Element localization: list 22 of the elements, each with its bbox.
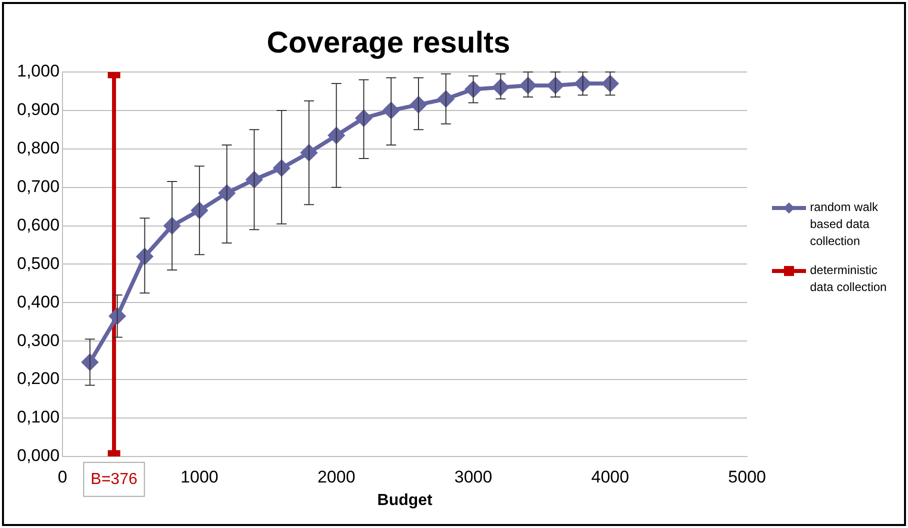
y-tick-label: 0,600 <box>16 215 60 234</box>
y-tick-label: 0,200 <box>16 369 60 388</box>
x-tick-label: 1000 <box>180 467 218 486</box>
y-tick-label: 0,000 <box>16 446 60 466</box>
y-tick-label: 0,400 <box>16 292 60 312</box>
annotation: B=376 <box>90 470 138 488</box>
legend-label: deterministic data collection <box>810 262 888 296</box>
chart-title: Coverage results <box>266 26 510 60</box>
x-axis-title: Budget <box>377 492 434 509</box>
y-tick-label: 0,300 <box>16 330 60 350</box>
x-tick-label: 0 <box>58 467 68 486</box>
legend-label: random walk based data collection <box>810 199 880 250</box>
x-tick-label: 5000 <box>728 467 766 486</box>
y-tick-label: 0,500 <box>16 254 60 273</box>
y-tick-label: 0,800 <box>16 138 60 158</box>
y-tick-label: 0,700 <box>16 177 60 196</box>
y-tick-label: 1,000 <box>16 62 60 81</box>
x-tick-label: 3000 <box>454 467 492 486</box>
x-tick-label: 2000 <box>317 467 356 486</box>
x-tick-label: 4000 <box>591 467 630 486</box>
y-tick-label: 0,900 <box>16 100 60 120</box>
y-tick-label: 0,100 <box>16 408 60 427</box>
